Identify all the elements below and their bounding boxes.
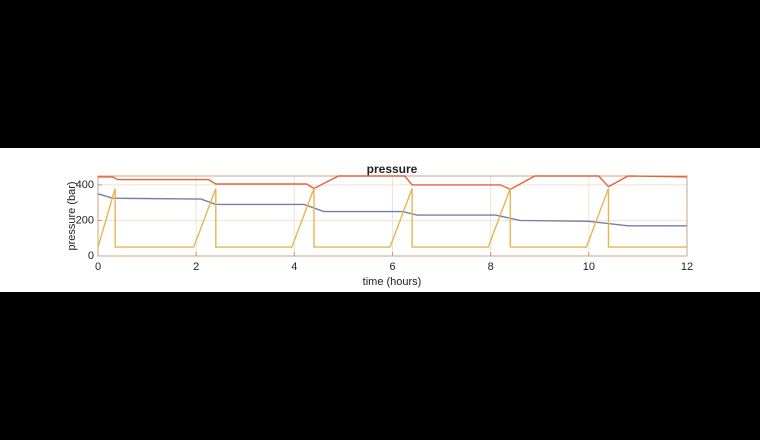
series-line	[97, 188, 687, 248]
x-tick-label: 0	[95, 261, 101, 273]
chart-title: pressure	[367, 162, 418, 176]
x-tick-label: 4	[291, 261, 297, 273]
series-line	[98, 175, 688, 191]
y-tick-label: 200	[76, 214, 94, 226]
x-tick-label: 2	[193, 261, 199, 273]
series-line	[97, 193, 687, 227]
y-tick-label: 400	[76, 179, 94, 191]
x-tick-label: 8	[488, 261, 494, 273]
x-tick-label: 6	[389, 261, 395, 273]
x-axis-label: time (hours)	[363, 276, 422, 288]
y-tick-label: 0	[88, 250, 94, 262]
x-tick-label: 10	[583, 261, 595, 273]
x-tick-label: 12	[681, 261, 693, 273]
y-axis-label: pressure (bar)	[66, 181, 78, 250]
